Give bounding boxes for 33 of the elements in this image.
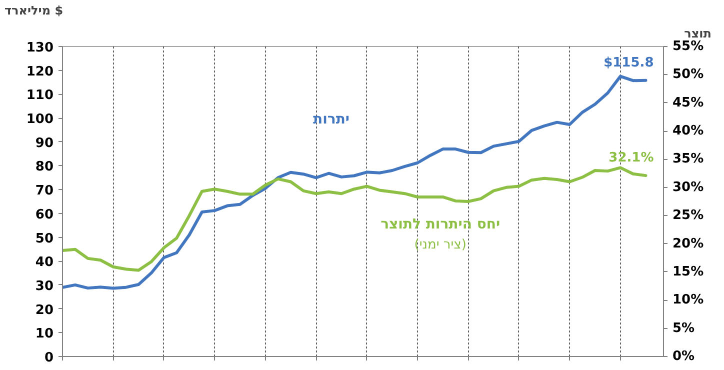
y2-tick-label: 45% — [672, 95, 704, 110]
y-tick-label: 60 — [35, 207, 54, 222]
y2-tick-label: 0% — [672, 349, 695, 364]
y2-tick-label: 40% — [672, 124, 704, 139]
annotation: 32.1% — [608, 150, 654, 166]
y-tick-label: 130 — [26, 40, 54, 56]
series-label: יחס היתרות לתוצר (ציר ימני) — [380, 216, 500, 252]
y-tick-label: 110 — [26, 88, 54, 104]
y-tick-label: 40 — [35, 255, 54, 270]
y2-axis-title: תוצר — [684, 26, 712, 40]
y-tick-label: 50 — [35, 231, 54, 246]
annotation: $115.8 — [604, 55, 654, 70]
y-tick-label: 90 — [35, 136, 54, 151]
y2-tick-label: 15% — [672, 264, 704, 280]
y2-tick-label: 30% — [672, 180, 704, 195]
text: יתרות — [313, 112, 350, 128]
y-tick-label: 120 — [26, 64, 54, 80]
y-axis-title: מיליארד $ — [4, 4, 64, 18]
y2-tick-label: 35% — [672, 152, 704, 167]
y-tick-label: 70 — [35, 184, 54, 199]
y2-tick-label: 55% — [672, 39, 704, 54]
y-tick-label: 30 — [35, 278, 54, 294]
y-tick-label: 10 — [35, 326, 54, 342]
y-tick-label: 0 — [44, 350, 54, 366]
y2-tick-label: 20% — [672, 236, 704, 252]
y-tick-label: 100 — [26, 112, 54, 128]
y-tick-label: 20 — [35, 302, 54, 318]
y-tick-label: 80 — [35, 160, 54, 175]
line-series — [62, 166, 648, 272]
y2-tick-label: 50% — [672, 67, 704, 82]
y2-tick-label: 25% — [672, 208, 704, 224]
y2-tick-label: 10% — [672, 292, 704, 308]
y2-tick-label: 5% — [672, 320, 695, 336]
